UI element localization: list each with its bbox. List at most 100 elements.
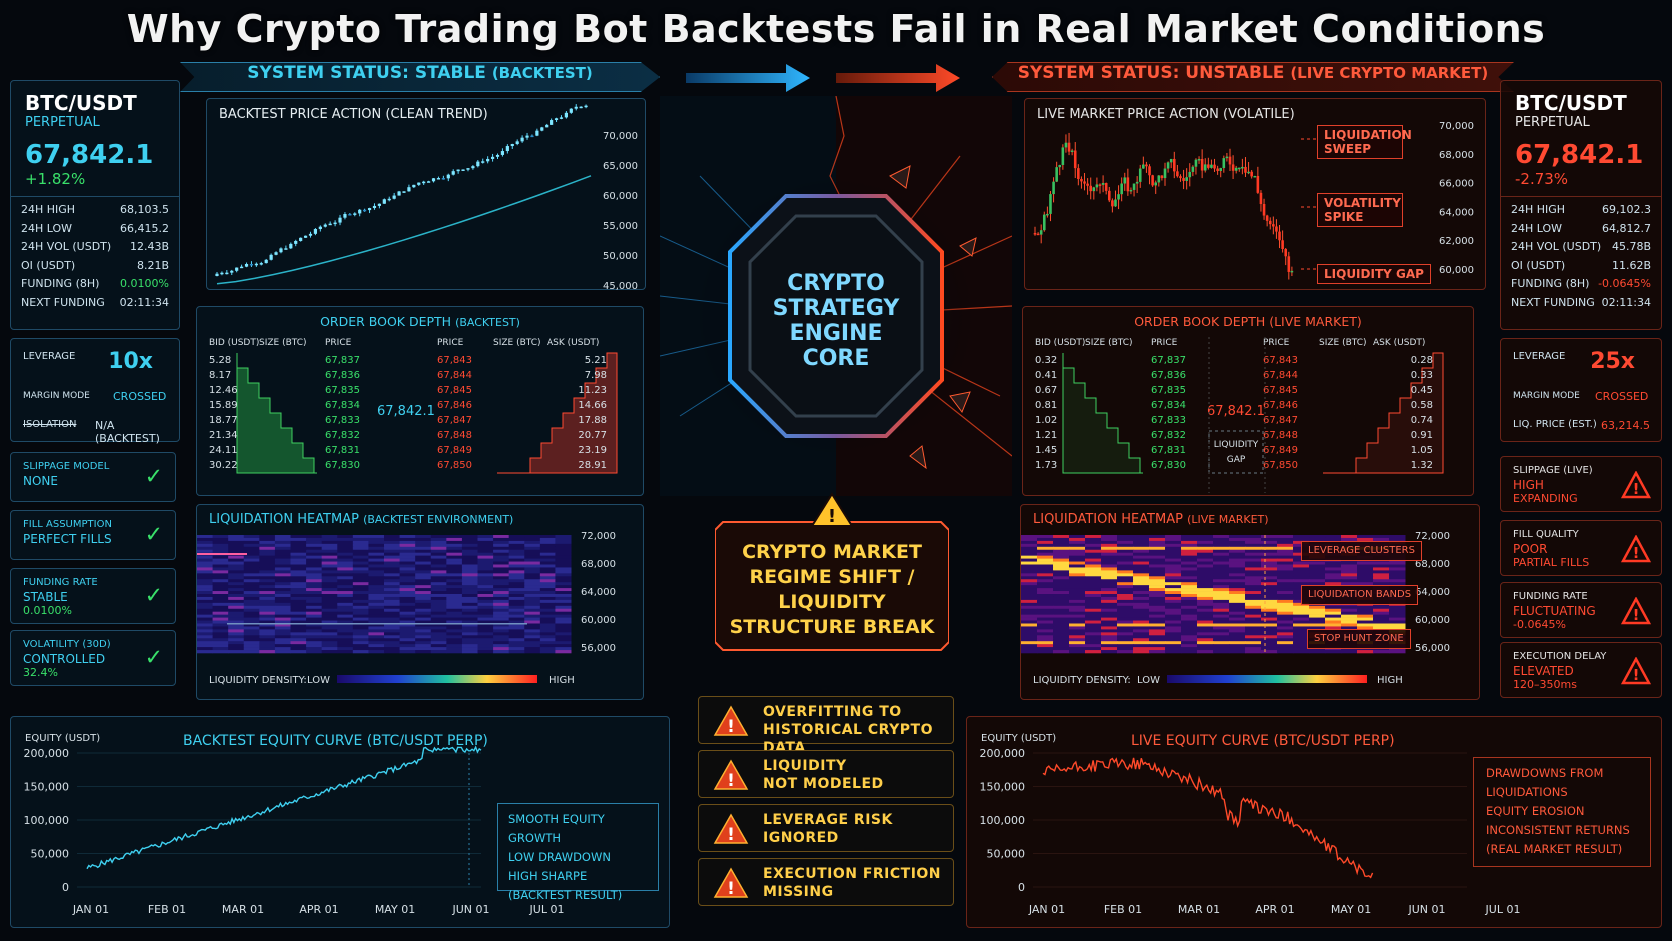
core-line-4: CORE — [803, 346, 870, 371]
panel-title: LIQUIDATION HEATMAP (LIVE MARKET) — [1021, 505, 1479, 534]
heatmap-cell — [477, 552, 494, 556]
svg-text:!: ! — [727, 879, 735, 899]
heatmap-cell — [1165, 579, 1182, 583]
heatmap-cell — [430, 535, 447, 539]
heatmap-cell — [477, 632, 494, 636]
heatmap-cell — [384, 635, 401, 639]
column-header: SIZE (BTC) — [1319, 338, 1367, 348]
heatmap-cell — [1149, 638, 1166, 642]
candle-body — [1247, 171, 1250, 174]
candle-body — [1213, 164, 1216, 169]
heatmap-cell — [1021, 561, 1038, 565]
heatmap-cell — [290, 540, 307, 545]
heatmap-cell — [1085, 641, 1102, 645]
heatmap-cell — [461, 591, 478, 595]
heatmap-cell — [321, 632, 338, 636]
equity-note-2: LOW DRAWDOWN — [508, 850, 611, 864]
heatmap-cell — [1053, 632, 1070, 636]
heatmap-cell — [306, 585, 323, 589]
bid-size: 15.89 — [209, 400, 238, 411]
heatmap-cell — [1325, 535, 1342, 539]
heatmap-cell — [1245, 608, 1262, 612]
reason-line-1: OVERFITTING TO — [763, 704, 902, 720]
status-label: SYSTEM STATUS: STABLE — [247, 63, 486, 83]
bid-size: 8.17 — [209, 370, 231, 381]
heatmap-cell — [1181, 611, 1198, 615]
heatmap-cell — [430, 543, 447, 548]
heatmap-cell — [1085, 605, 1102, 610]
heatmap-cell — [1245, 582, 1262, 586]
heatmap-cell — [1261, 588, 1278, 592]
heatmap-cell — [1277, 599, 1294, 604]
heatmap-cell — [1357, 576, 1374, 580]
heatmap-cell — [555, 582, 572, 586]
heatmap-cell — [1341, 537, 1358, 542]
card-value: NONE — [23, 474, 58, 488]
ask-depth-area — [497, 352, 618, 474]
heatmap-cell — [477, 644, 494, 648]
heatmap-cell — [1389, 573, 1406, 577]
heatmap-cell — [1213, 626, 1230, 630]
heatmap-cell — [555, 558, 572, 562]
heatmap-cell — [197, 602, 214, 607]
panel-title: ORDER BOOK DEPTH (BACKTEST) — [197, 307, 643, 333]
heatmap-cell — [212, 635, 229, 639]
warning-icon: ! — [1621, 471, 1651, 499]
check-icon: ✓ — [144, 583, 163, 609]
heatmap-cell — [1133, 537, 1150, 542]
heatmap-cell — [1085, 555, 1102, 559]
heatmap-cell — [1037, 626, 1054, 630]
heatmap-cell — [384, 614, 401, 618]
heatmap-cell — [274, 605, 291, 610]
candle-body — [328, 223, 332, 226]
heatmap-cell — [274, 585, 291, 589]
heatmap-cell — [493, 591, 510, 595]
heatmap-cell — [1165, 573, 1182, 577]
heatmap-cell — [1261, 591, 1278, 595]
heatmap-cell — [415, 635, 432, 639]
heatmap-cell — [1213, 629, 1230, 633]
heatmap-cell — [259, 596, 276, 601]
heatmap-cell — [228, 537, 245, 542]
heatmap-cell — [1213, 599, 1230, 604]
heatmap-cell — [1149, 626, 1166, 630]
heatmap-cell — [1101, 579, 1118, 583]
heatmap-cell — [1389, 626, 1406, 630]
heatmap-cell — [539, 602, 556, 607]
heatmap-cell — [1053, 623, 1070, 627]
heatmap-cell — [477, 573, 494, 577]
heatmap-cell — [461, 579, 478, 583]
candle-body — [235, 267, 239, 271]
heatmap-cell — [508, 588, 525, 592]
heatmap-cell — [306, 632, 323, 636]
equity-note-1: SMOOTH EQUITY GROWTH — [508, 812, 605, 845]
heatmap-cell — [1197, 582, 1214, 586]
heatmap-cell — [1037, 611, 1054, 615]
heatmap-cell — [1357, 608, 1374, 612]
heatmap-cell — [1101, 549, 1118, 553]
heatmap-cell — [508, 608, 525, 612]
heatmap-cell — [352, 638, 369, 642]
heatmap-cell — [1165, 596, 1182, 601]
candle-body — [427, 181, 431, 183]
svg-text:!: ! — [727, 771, 735, 791]
heatmap-cell — [1053, 585, 1070, 589]
heatmap-cell — [477, 647, 494, 651]
candle-body — [343, 214, 347, 218]
heatmap-cell — [321, 546, 338, 551]
heatmap-cell — [352, 620, 369, 624]
heatmap-cell — [446, 638, 463, 642]
candle-body — [1107, 190, 1111, 201]
heatmap-cell — [259, 582, 276, 586]
failure-reason-box: ! LIQUIDITY NOT MODELED — [698, 750, 954, 798]
reason-line-1: LEVERAGE RISK — [763, 812, 893, 828]
heatmap-cell — [243, 608, 260, 612]
heatmap-cell — [212, 632, 229, 636]
heatmap-cell — [493, 635, 510, 639]
heatmap-cell — [1053, 596, 1070, 601]
heatmap-cell — [368, 567, 385, 571]
candle-body — [451, 171, 455, 175]
heatmap-cell — [399, 647, 416, 651]
heatmap-cell — [1069, 620, 1086, 624]
heatmap-cell — [555, 635, 572, 639]
